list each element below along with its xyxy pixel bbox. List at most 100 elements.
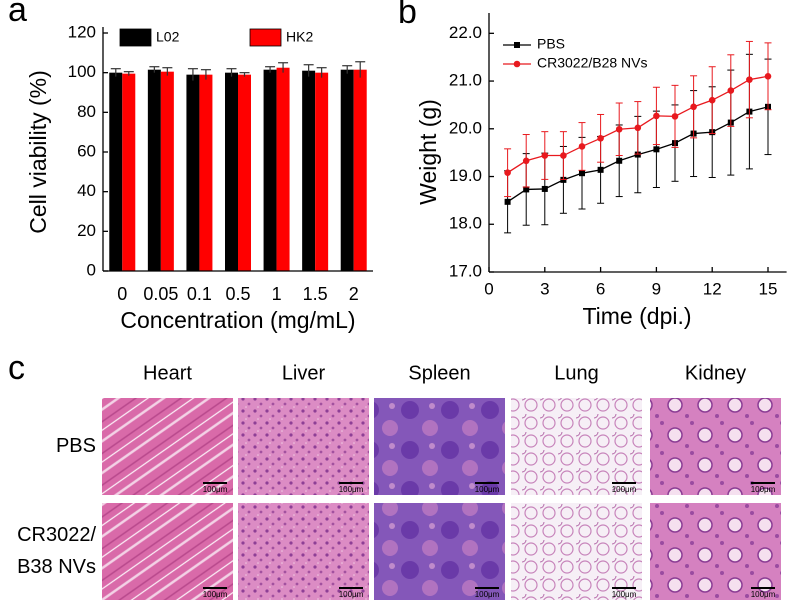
marker [541,185,548,192]
scale-bar-label: 100μm [751,485,776,494]
histology-image [374,398,505,495]
panel-label: c [8,349,25,387]
marker [634,124,642,132]
x-axis-title: Time (dpi.) [582,303,691,329]
y-tick-label: 17.0 [449,261,482,280]
row-label: PBS [56,435,96,457]
scale-bar-label: 100μm [751,590,776,599]
y-tick-label: 19.0 [449,166,482,185]
x-axis-title: Concentration (mg/mL) [120,307,355,333]
x-tick-label: 0 [484,279,493,298]
x-tick-label: 0 [117,284,127,304]
scale-bar-label: 100μm [475,485,500,494]
y-tick-label: 80 [77,102,96,121]
y-tick-label: 20 [77,221,96,240]
bar [160,71,174,271]
panel-label: a [8,0,27,29]
column-header: Spleen [408,362,470,384]
marker [597,135,604,142]
legend-marker [514,42,520,48]
legend-swatch [249,28,282,47]
marker [541,152,549,159]
y-tick-label: 20.0 [449,118,482,137]
histology-image [650,398,781,495]
marker [653,112,660,120]
bar [109,72,123,272]
marker [578,143,586,150]
y-tick-label: 120 [68,22,96,41]
x-tick-label: 2 [349,284,359,304]
histology-image [511,398,642,495]
bar [353,69,367,271]
bar [199,74,213,272]
y-tick-label: 22.0 [449,23,482,42]
y-tick-label: 60 [77,141,96,160]
legend-label: PBS [537,36,565,52]
legend-swatch [119,28,152,47]
scale-bar-label: 100μm [612,590,637,599]
scale-bar-label: 100μm [339,590,364,599]
histology-image [374,503,505,600]
marker [653,146,660,153]
y-tick-label: 0 [87,260,96,279]
y-axis-title: Cell viability (%) [25,70,51,234]
y-tick-label: 18.0 [449,214,482,233]
x-tick-label: 0.05 [143,284,178,304]
marker [616,157,623,164]
y-tick-label: 21.0 [449,71,482,90]
bar [340,69,354,271]
marker [522,157,530,165]
panel-label: b [398,0,417,31]
marker [671,113,679,120]
bar [315,72,329,272]
x-tick-label: 9 [652,279,661,298]
scale-bar-label: 100μm [612,485,637,494]
bar [302,70,316,271]
bar [186,74,200,272]
marker [727,87,735,94]
histology-image [238,398,369,495]
scale-bar-label: 100μm [203,485,228,494]
histology-image [650,503,781,600]
marker [746,76,753,83]
scale-bar-label: 100μm [339,485,364,494]
legend-label: CR3022/B28 NVs [537,55,648,71]
bar [225,72,238,272]
marker [579,170,585,177]
histology-image [102,503,233,600]
marker [504,198,511,205]
y-axis-title: Weight (g) [415,99,441,205]
bar [276,67,290,271]
marker [597,166,604,173]
x-tick-label: 3 [540,279,549,298]
scale-bar-label: 100μm [203,590,228,599]
x-tick-label: 1 [272,284,282,304]
x-tick-label: 1.5 [303,284,328,304]
column-header: Kidney [685,362,746,384]
x-tick-label: 15 [759,279,778,298]
legend-label: HK2 [286,29,313,45]
marker [708,96,716,104]
x-tick-label: 6 [596,279,605,298]
x-tick-label: 0.1 [187,284,212,304]
x-tick-label: 12 [703,279,722,298]
marker [615,125,623,133]
y-tick-label: 100 [68,62,96,81]
bar [238,74,251,272]
histology-image [238,503,369,600]
bar [122,73,136,272]
x-tick-label: 0.5 [225,284,250,304]
column-header: Liver [282,362,326,384]
legend-label: L02 [156,29,180,45]
histology-image [102,398,233,495]
column-header: Heart [143,362,192,384]
column-header: Lung [554,362,599,384]
row-label: CR3022/ [17,524,96,546]
bar [147,69,161,271]
scale-bar-label: 100μm [475,590,500,599]
marker [504,169,511,177]
marker [690,103,697,111]
legend-marker [513,60,521,68]
bar [263,69,277,271]
marker [523,186,530,193]
